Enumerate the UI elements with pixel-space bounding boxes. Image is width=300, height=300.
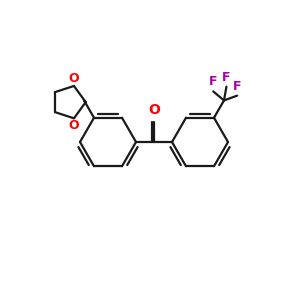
Text: O: O bbox=[69, 119, 79, 132]
Text: F: F bbox=[222, 70, 231, 84]
Text: O: O bbox=[69, 72, 79, 85]
Text: O: O bbox=[148, 103, 160, 117]
Text: F: F bbox=[233, 80, 242, 93]
Text: F: F bbox=[209, 75, 218, 88]
